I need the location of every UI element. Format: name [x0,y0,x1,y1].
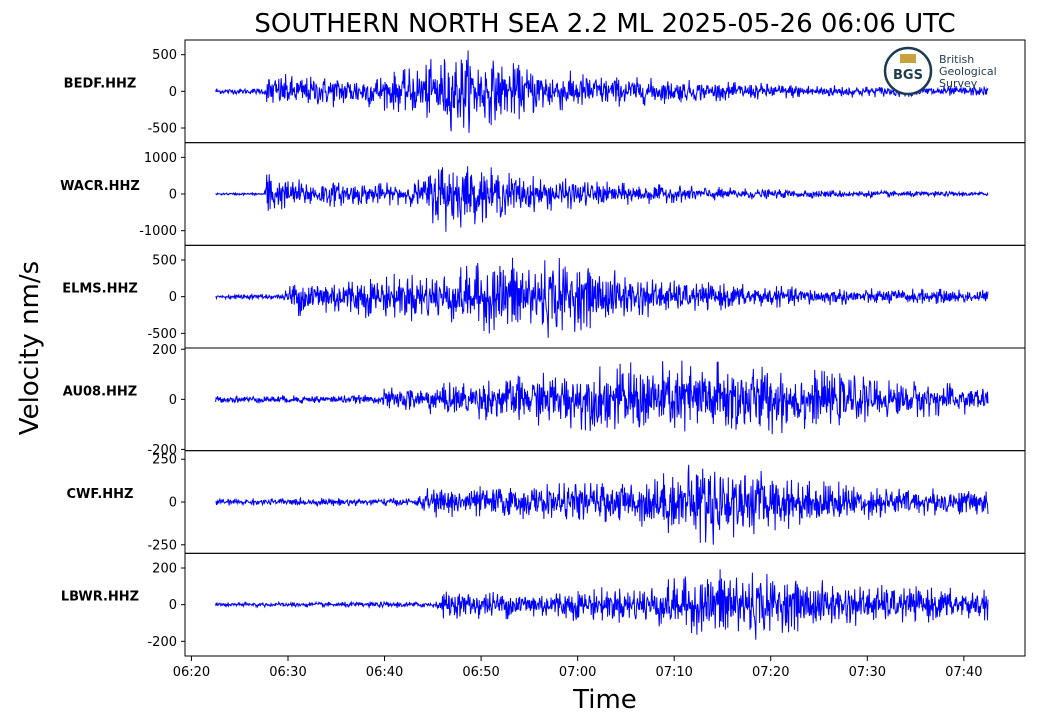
y-tick-label: 0 [169,290,177,305]
waveform-trace [215,464,989,545]
bgs-mark: BGS [893,68,923,83]
y-tick-label: -250 [147,538,177,553]
y-tick-label: 0 [169,393,177,408]
bgs-name-line1: British [939,53,974,66]
waveform-trace [215,257,989,338]
y-tick-label: 0 [169,496,177,511]
waveform-trace [215,50,989,133]
x-tick-label: 06:20 [173,665,210,680]
crown-icon [900,54,916,63]
x-axis-label: Time [572,685,637,715]
bgs-name-line3: Survey [939,77,978,90]
y-tick-label: -1000 [139,224,177,239]
y-tick-label: -500 [147,122,177,137]
x-tick-label: 06:30 [269,665,306,680]
y-tick-label: 500 [152,48,177,63]
x-tick-label: 06:50 [462,665,499,680]
x-tick-label: 07:10 [655,665,692,680]
x-tick-label: 07:40 [945,665,982,680]
y-tick-label: 1000 [144,151,177,166]
panel-cwf-hhz: 250 0 -250 CWF.HHZ [67,450,1026,554]
x-tick-label: 07:20 [752,665,789,680]
x-tick-label: 06:40 [366,665,403,680]
bgs-name-line2: Geological [939,65,997,78]
panel-bedf-hhz: 500 0 -500 BEDF.HHZ [64,39,1026,144]
y-tick-label: 0 [169,598,177,613]
waveform-trace [215,569,989,640]
station-label: CWF.HHZ [67,487,134,502]
x-axis: 06:20 06:30 06:40 06:50 07:00 07:10 07:20 07:30… [173,656,983,680]
panel-au08-hhz: 200 0 -200 AU08.HHZ [63,343,1026,458]
x-tick-label: 07:30 [849,665,886,680]
waveform-trace [215,360,989,435]
y-tick-label: -200 [147,635,177,650]
station-label: ELMS.HHZ [62,282,138,297]
y-tick-label: -200 [147,443,177,458]
y-axis-label: Velocity nm/s [15,261,45,435]
chart-title: SOUTHERN NORTH SEA 2.2 ML 2025-05-26 06:… [254,9,955,39]
bgs-seal-icon [883,46,933,96]
panels-group: 500 0 -500 BEDF.HHZ 1000 0 -1000 WACR.HHZ 500 0 -5… [60,39,1026,657]
station-label: LBWR.HHZ [61,590,139,605]
station-label: BEDF.HHZ [64,76,137,91]
waveform-trace [215,166,989,232]
y-tick-label: 0 [169,85,177,100]
y-tick-label: 200 [152,562,177,577]
y-tick-label: 0 [169,188,177,203]
station-label: WACR.HHZ [60,179,140,194]
y-tick-label: 250 [152,453,177,468]
panel-wacr-hhz: 1000 0 -1000 WACR.HHZ [60,142,1026,246]
x-tick-label: 07:00 [559,665,596,680]
panel-elms-hhz: 500 0 -500 ELMS.HHZ [62,244,1026,349]
y-tick-label: 500 [152,254,177,269]
y-tick-label: 200 [152,343,177,358]
bgs-logo: BGS British Geological Survey [883,46,997,96]
panel-lbwr-hhz: 200 0 -200 LBWR.HHZ [61,552,1026,657]
station-label: AU08.HHZ [63,384,137,399]
y-tick-label: -500 [147,327,177,342]
